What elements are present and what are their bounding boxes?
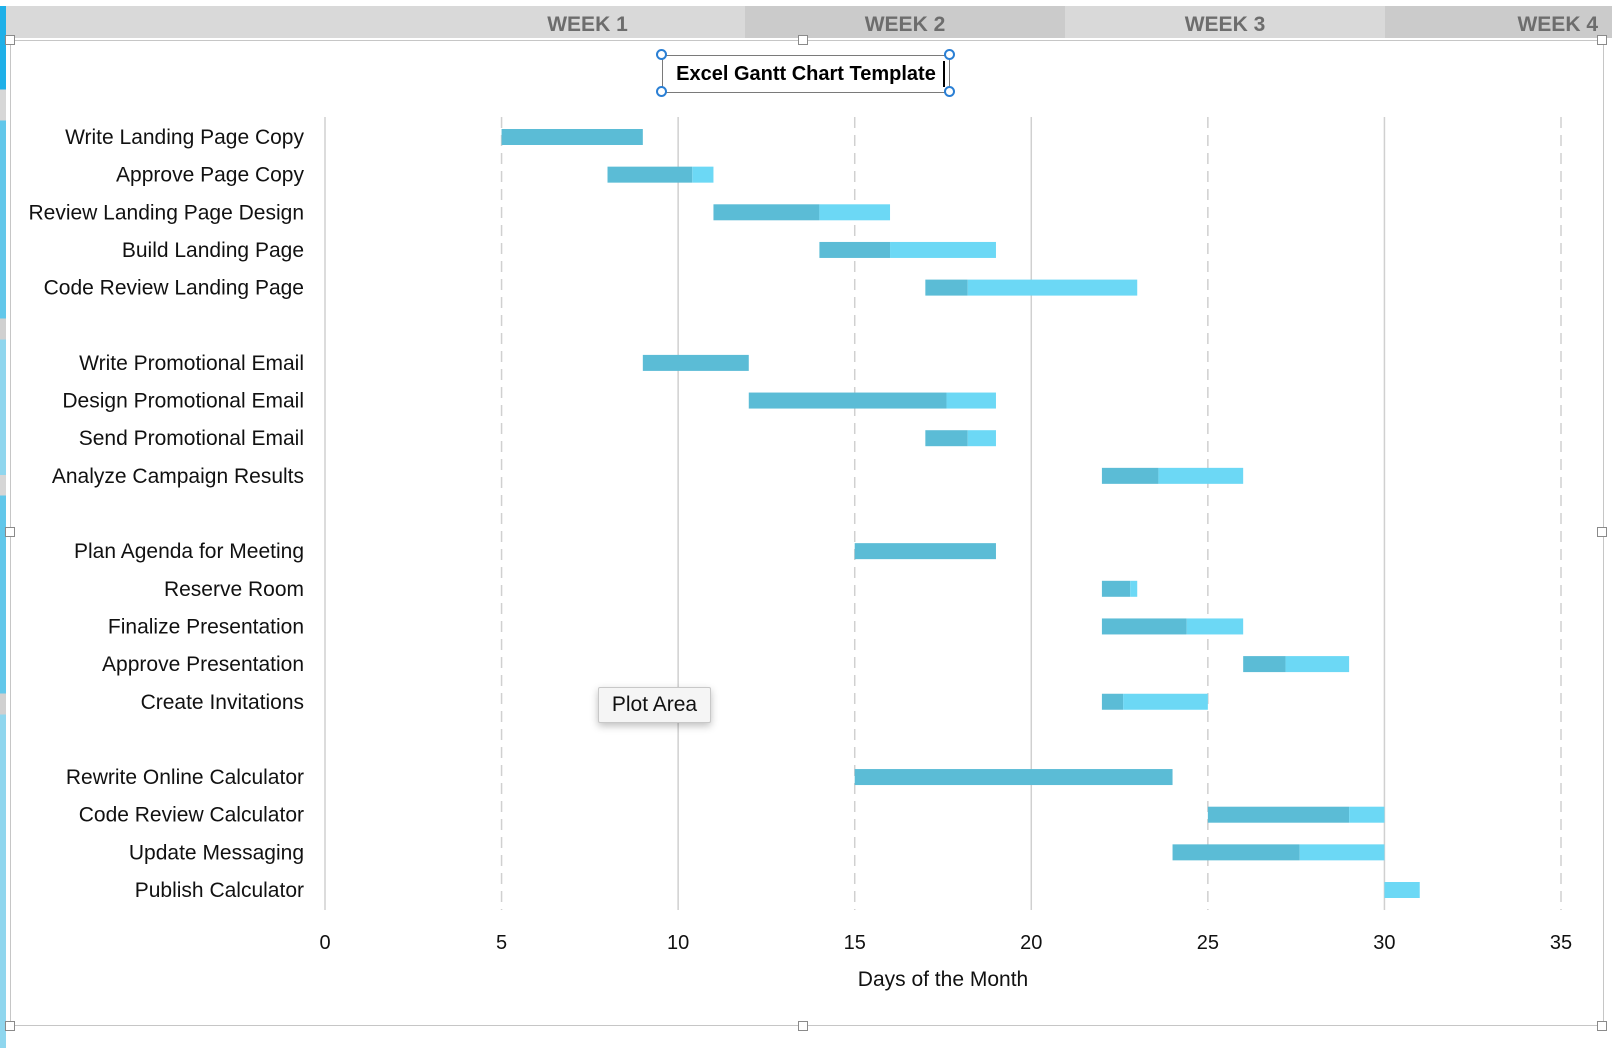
bar-remaining bbox=[819, 204, 891, 221]
title-handle-top-right[interactable] bbox=[944, 49, 955, 60]
plot-area-tooltip: Plot Area bbox=[598, 687, 711, 723]
week-3-header[interactable]: WEEK 3 bbox=[1184, 13, 1266, 36]
resize-handle-left[interactable] bbox=[5, 527, 15, 537]
bar-completed bbox=[854, 769, 1173, 786]
x-tick-label: 35 bbox=[1550, 932, 1572, 954]
resize-handle-top-left[interactable] bbox=[5, 35, 15, 45]
resize-handle-top[interactable] bbox=[798, 35, 808, 45]
week-2-header[interactable]: WEEK 2 bbox=[745, 6, 1065, 38]
bar-completed bbox=[819, 241, 891, 258]
resize-handle-right[interactable] bbox=[1597, 527, 1607, 537]
chart-title-box[interactable]: Excel Gantt Chart Template bbox=[662, 55, 950, 93]
title-handle-bottom-right[interactable] bbox=[944, 86, 955, 97]
bar-completed bbox=[748, 392, 947, 409]
bar-remaining bbox=[946, 392, 996, 409]
bar-completed bbox=[1101, 467, 1159, 484]
bar-remaining bbox=[890, 241, 996, 258]
task-label: Publish Calculator bbox=[135, 879, 304, 902]
task-label: Review Landing Page Design bbox=[28, 201, 304, 224]
task-label: Send Promotional Email bbox=[79, 427, 304, 450]
bar-remaining bbox=[1299, 844, 1385, 861]
bar-completed bbox=[713, 204, 820, 221]
bar-completed bbox=[642, 354, 749, 371]
bar-completed bbox=[501, 129, 643, 145]
resize-handle-bottom-right[interactable] bbox=[1597, 1021, 1607, 1031]
task-label: Analyze Campaign Results bbox=[52, 465, 304, 488]
bar-remaining bbox=[1130, 580, 1138, 597]
bar-remaining bbox=[967, 430, 996, 447]
x-tick-label: 0 bbox=[319, 932, 330, 954]
bar-remaining bbox=[967, 279, 1138, 296]
bar-remaining bbox=[1349, 806, 1385, 823]
task-label: Approve Presentation bbox=[102, 653, 304, 676]
bar-completed bbox=[1101, 618, 1187, 635]
task-label: Design Promotional Email bbox=[62, 390, 304, 413]
bar-remaining bbox=[1158, 467, 1244, 484]
week-4-header[interactable]: WEEK 4 bbox=[1385, 6, 1612, 38]
bar-completed bbox=[1172, 844, 1300, 861]
bar-completed bbox=[1207, 806, 1350, 823]
x-tick-label: 10 bbox=[667, 932, 689, 954]
bar-completed bbox=[925, 430, 968, 447]
week-1-header[interactable]: WEEK 1 bbox=[547, 13, 628, 36]
sheet-row-strip bbox=[0, 6, 6, 1048]
bar-remaining bbox=[1123, 693, 1208, 710]
bar-completed bbox=[1101, 580, 1131, 597]
bar-remaining bbox=[692, 166, 714, 183]
x-axis-title: Days of the Month bbox=[858, 968, 1028, 991]
task-label: Code Review Landing Page bbox=[44, 277, 304, 300]
text-cursor bbox=[943, 61, 945, 87]
task-label: Code Review Calculator bbox=[79, 804, 304, 827]
title-handle-bottom-left[interactable] bbox=[656, 86, 667, 97]
x-tick-label: 25 bbox=[1197, 932, 1219, 954]
task-label: Plan Agenda for Meeting bbox=[74, 540, 304, 563]
bar-completed bbox=[1243, 656, 1286, 673]
task-label: Write Landing Page Copy bbox=[65, 126, 304, 149]
resize-handle-top-right[interactable] bbox=[1597, 35, 1607, 45]
task-label: Rewrite Online Calculator bbox=[66, 766, 304, 789]
week-header-bar: WEEK 1 WEEK 2 WEEK 3 WEEK 4 bbox=[0, 6, 1612, 38]
bar-remaining bbox=[1186, 618, 1244, 635]
x-tick-label: 30 bbox=[1373, 932, 1395, 954]
task-label: Finalize Presentation bbox=[108, 615, 304, 638]
bar-completed bbox=[1101, 693, 1124, 710]
task-label: Build Landing Page bbox=[122, 239, 304, 262]
bar-remaining bbox=[1384, 882, 1420, 898]
title-handle-top-left[interactable] bbox=[656, 49, 667, 60]
bar-completed bbox=[854, 543, 996, 560]
bar-completed bbox=[607, 166, 693, 183]
resize-handle-bottom-left[interactable] bbox=[5, 1021, 15, 1031]
task-label: Create Invitations bbox=[141, 691, 304, 714]
x-tick-label: 5 bbox=[496, 932, 507, 954]
chart-title[interactable]: Excel Gantt Chart Template bbox=[676, 63, 936, 85]
bar-remaining bbox=[1285, 656, 1350, 673]
resize-handle-bottom[interactable] bbox=[798, 1021, 808, 1031]
task-label: Write Promotional Email bbox=[79, 352, 304, 375]
task-label: Update Messaging bbox=[129, 841, 304, 864]
task-label: Reserve Room bbox=[164, 578, 304, 601]
bar-completed bbox=[925, 279, 968, 296]
x-tick-label: 20 bbox=[1020, 932, 1042, 954]
x-tick-label: 15 bbox=[844, 932, 866, 954]
task-label: Approve Page Copy bbox=[116, 164, 304, 187]
